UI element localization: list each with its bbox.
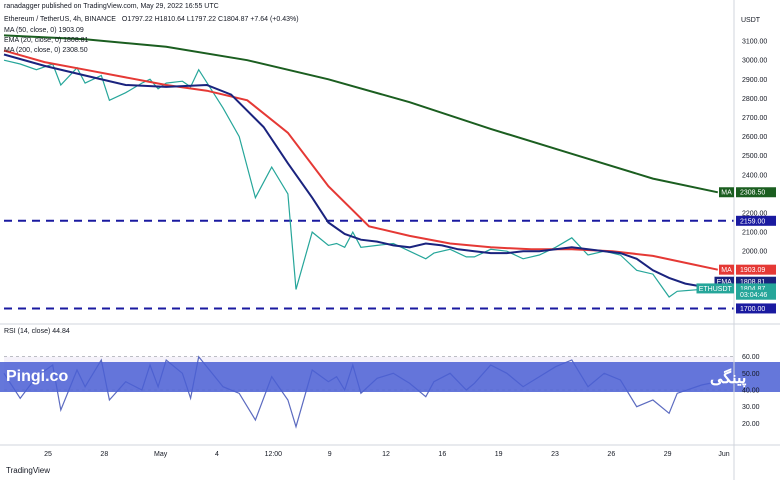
price-tag-bg <box>736 283 776 294</box>
price-tag-label: MA <box>721 267 732 274</box>
y-tick-label: 2900.00 <box>742 77 767 84</box>
y-tick-label: 3000.00 <box>742 58 767 65</box>
price-tag-value: 03:04:46 <box>740 292 767 299</box>
tradingview-logo: TradingView <box>6 466 50 475</box>
ohlc-values: O1797.22 H1810.64 L1797.22 C1804.87 +7.6… <box>121 16 299 23</box>
x-tick-label: 12 <box>382 451 390 458</box>
price-tag-value: 1903.09 <box>740 267 765 274</box>
rsi-tick-label: 60.00 <box>742 354 760 361</box>
price-tag-value: 1804.87 <box>740 286 765 293</box>
x-tick-label: 9 <box>328 451 332 458</box>
y-tick-label: 2100.00 <box>742 230 767 237</box>
x-tick-label: 23 <box>551 451 559 458</box>
price-tag-value: 2159.00 <box>740 218 765 225</box>
price-pane <box>3 34 734 310</box>
y-tick-label: 2600.00 <box>742 134 767 141</box>
x-tick-label: 25 <box>44 451 52 458</box>
series-line <box>3 34 719 194</box>
price-tag-label-bg <box>719 187 734 198</box>
price-tag-bg <box>736 303 776 314</box>
rsi-tick-label: 50.00 <box>742 371 760 378</box>
price-tag-label-bg <box>696 283 734 294</box>
price-tag-value: 1700.00 <box>740 306 765 313</box>
price-tag-bg <box>736 215 776 226</box>
x-tick-label: 12:00 <box>265 451 283 458</box>
y-tick-label: 2000.00 <box>742 249 767 256</box>
x-tick-label: 16 <box>438 451 446 458</box>
price-tag-label-bg <box>719 264 734 275</box>
price-tag-bg <box>736 276 776 287</box>
y-tick-label: 3100.00 <box>742 39 767 46</box>
symbol-title: Ethereum / TetherUS, 4h, BINANCE <box>4 16 116 23</box>
y-tick-label: 2200.00 <box>742 210 767 217</box>
rsi-tick-label: 30.00 <box>742 404 760 411</box>
price-tag-value: 1808.81 <box>740 279 765 286</box>
publisher-line: ranadagger published on TradingView.com,… <box>4 3 219 10</box>
x-tick-label: Jun <box>718 451 729 458</box>
x-tick-label: 26 <box>607 451 615 458</box>
rsi-pane <box>0 355 780 429</box>
price-tag-label: EMA <box>717 279 733 286</box>
ma50-legend: MA (50, close, 0) 1903.09 <box>4 27 84 34</box>
symbol-line: Ethereum / TetherUS, 4h, BINANCE O1797.2… <box>4 16 303 23</box>
series-line <box>3 53 718 289</box>
x-tick-label: 19 <box>495 451 503 458</box>
y-tick-label: 2500.00 <box>742 153 767 160</box>
ma200-legend: MA (200, close, 0) 2308.50 <box>4 47 88 54</box>
x-tick-label: 29 <box>664 451 672 458</box>
tradingview-label: TradingView <box>6 466 51 475</box>
currency-label: USDT <box>741 17 761 24</box>
price-tag-label-bg <box>714 276 734 287</box>
y-tick-label: 2400.00 <box>742 172 767 179</box>
watermark-left: Pingi.co <box>6 368 69 385</box>
price-tags: MA 2308.50 2159.00 MA 1903.09 EMA 1808.81 ETHUS… <box>696 187 776 314</box>
price-tag-value: 2308.50 <box>740 190 765 197</box>
y-tick-label: 2800.00 <box>742 96 767 103</box>
x-tick-label: 4 <box>215 451 219 458</box>
rsi-legend: RSI (14, close) 44.84 <box>4 328 70 335</box>
price-tag-label: ETHUSDT <box>699 286 733 293</box>
rsi-tick-label: 20.00 <box>742 421 760 428</box>
rsi-tick-label: 40.00 <box>742 388 760 395</box>
x-tick-label: May <box>154 451 168 458</box>
price-tag-bg <box>736 289 776 300</box>
price-tag-bg <box>736 264 776 275</box>
ema20-legend: EMA (20, close, 0) 1808.81 <box>4 37 89 44</box>
y-tick-label: 2700.00 <box>742 115 767 122</box>
x-tick-label: 28 <box>100 451 108 458</box>
price-tag-bg <box>736 187 776 198</box>
price-tag-label: MA <box>721 190 732 197</box>
watermark-right: پینگی <box>710 370 747 387</box>
series-line <box>3 59 718 298</box>
watermark-bar <box>0 362 780 392</box>
